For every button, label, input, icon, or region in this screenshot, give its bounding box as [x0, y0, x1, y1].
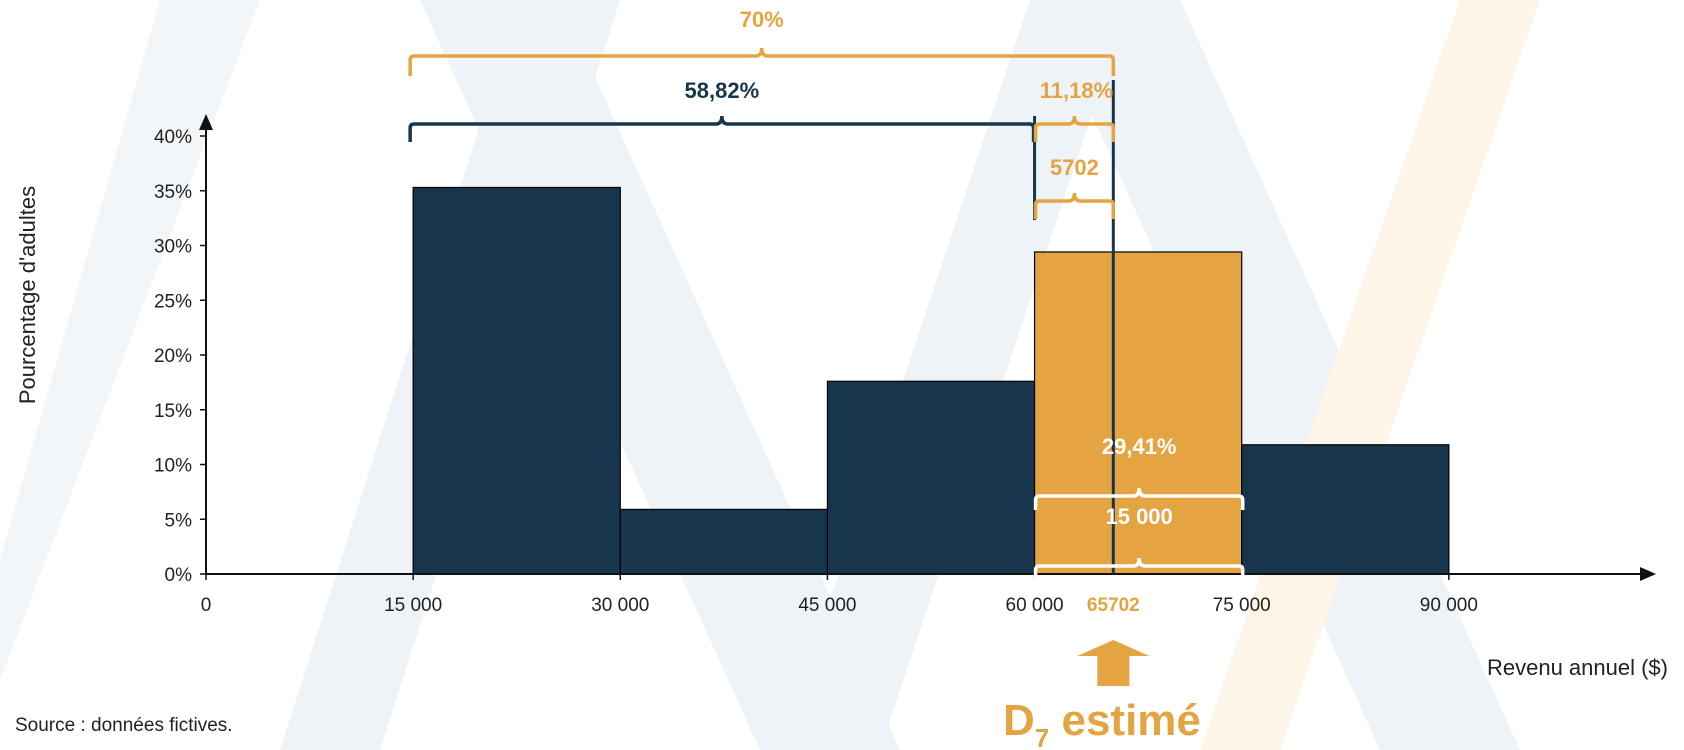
up-arrow-icon	[1077, 640, 1150, 686]
x-tick-label: 90 000	[1420, 595, 1478, 616]
x-tick-label: 45 000	[798, 595, 856, 616]
x-tick-label: 15 000	[384, 595, 442, 616]
class-width-label: 15 000	[1105, 504, 1172, 529]
within-class-width-label: 5702	[1050, 155, 1099, 180]
histogram-bar-4	[1033, 251, 1243, 575]
x-axis-ticks: 0 15 000 30 000 45 000 60 000 75 000 90 000	[201, 574, 1478, 616]
class-percent-label: 29,41%	[1102, 434, 1177, 459]
source-note: Source : données fictives.	[15, 715, 233, 736]
within-class-brace	[1033, 115, 1116, 142]
annotation-braces	[408, 47, 1245, 580]
histogram-bar-1	[412, 186, 621, 575]
x-axis-arrow-icon	[1640, 567, 1656, 581]
class-percent-brace	[1033, 487, 1245, 510]
below-class-brace	[408, 115, 1036, 142]
within-class-percent-label: 11,18%	[1040, 78, 1113, 103]
histogram-bars	[412, 186, 1450, 575]
y-tick-label: 10%	[154, 456, 192, 477]
total-percent-label: 70%	[740, 7, 784, 32]
result-label: D7 estimé	[1003, 696, 1201, 750]
y-axis-title: Pourcentage d'adultes	[15, 186, 40, 404]
y-tick-label: 35%	[154, 182, 192, 203]
y-axis-arrow-icon	[199, 114, 213, 130]
x-tick-label: 0	[201, 595, 212, 616]
background-watermark	[0, 0, 1540, 750]
y-tick-label: 30%	[154, 237, 192, 258]
histogram-bar-3	[826, 380, 1036, 575]
result-label-suffix: estimé	[1049, 696, 1201, 745]
within-class-width-brace	[1033, 192, 1116, 219]
x-tick-label: 75 000	[1213, 595, 1271, 616]
y-tick-label: 25%	[154, 291, 192, 312]
x-tick-label: 30 000	[591, 595, 649, 616]
x-axis-title: Revenu annuel ($)	[1487, 655, 1668, 680]
total-brace	[408, 47, 1116, 76]
histogram-bar-5	[1241, 444, 1450, 575]
histogram-bar-2	[619, 508, 829, 575]
result-label-subscript: 7	[1035, 723, 1049, 750]
y-axis-ticks: 0% 5% 10% 15% 20% 25% 30% 35% 40%	[154, 127, 206, 586]
y-tick-label: 5%	[165, 510, 193, 531]
y-tick-label: 40%	[154, 127, 192, 148]
y-tick-label: 20%	[154, 346, 192, 367]
class-width-brace	[1033, 557, 1245, 580]
result-label-main: D	[1003, 696, 1035, 745]
y-tick-label: 15%	[154, 401, 192, 422]
axes	[199, 114, 1656, 581]
x-tick-label: 60 000	[1006, 595, 1064, 616]
below-class-percent-label: 58,82%	[685, 78, 760, 103]
estimate-tick-label: 65702	[1087, 595, 1140, 616]
y-tick-label: 0%	[165, 565, 193, 586]
